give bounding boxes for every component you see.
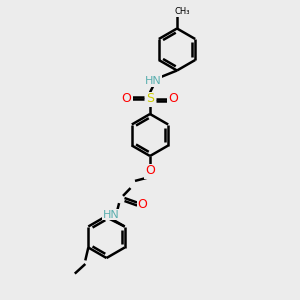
Text: O: O (138, 197, 147, 211)
Text: O: O (169, 92, 178, 106)
Text: S: S (146, 92, 154, 106)
Text: O: O (145, 164, 155, 178)
Text: HN: HN (145, 76, 161, 86)
Text: O: O (122, 92, 131, 106)
Text: HN: HN (103, 209, 119, 220)
Text: CH₃: CH₃ (175, 8, 190, 16)
